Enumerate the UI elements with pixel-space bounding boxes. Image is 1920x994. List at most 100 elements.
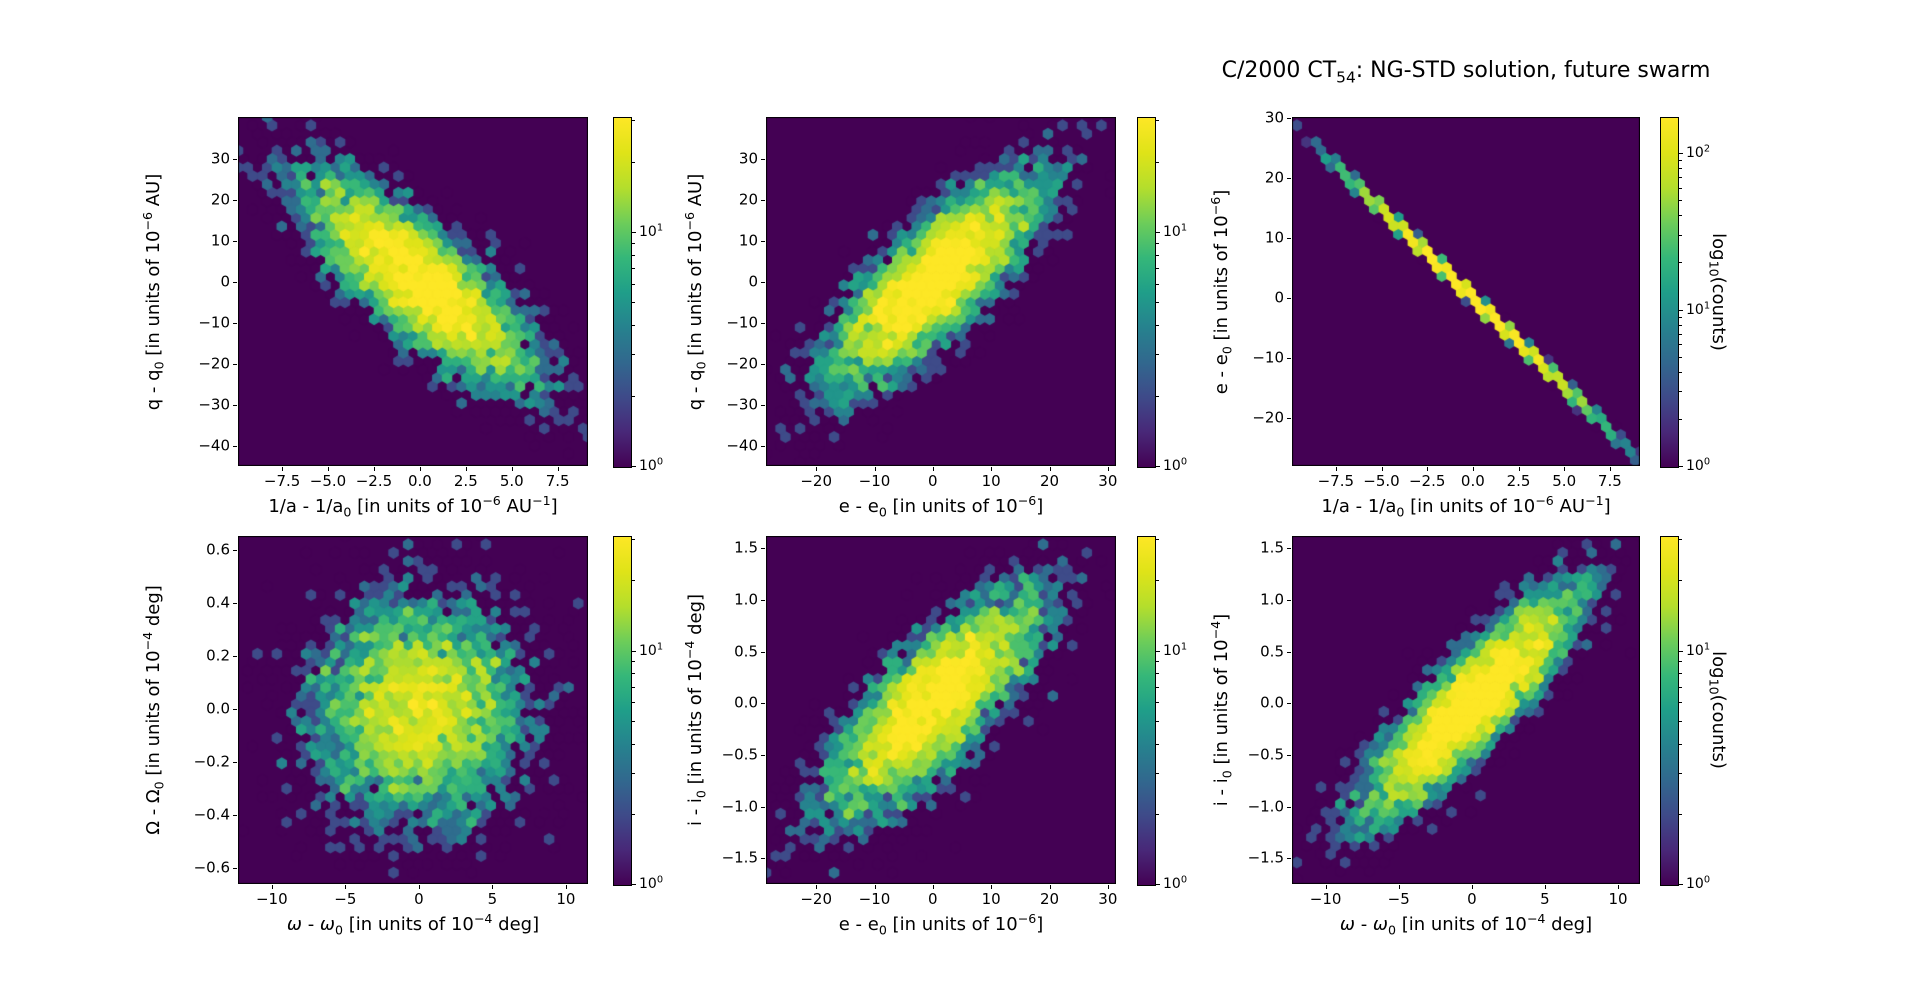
y-tick-mark-bottom-left xyxy=(233,815,237,817)
colorbar-minor-tick-top-right xyxy=(1679,262,1682,264)
x-tick-label-top-left: 0.0 xyxy=(407,472,432,490)
colorbar-minor-tick-bottom-right xyxy=(1679,580,1682,582)
x-tick-label-bottom-right: −10 xyxy=(1309,890,1342,908)
x-tick-label-bottom-middle: 0 xyxy=(928,890,938,908)
y-tick-mark-bottom-right xyxy=(1287,858,1291,860)
y-tick-mark-top-left xyxy=(233,363,237,365)
x-tick-mark-top-middle xyxy=(932,467,934,471)
y-tick-label-top-left: 0 xyxy=(220,272,230,291)
colorbar-minor-tick-top-middle xyxy=(1156,120,1159,122)
y-tick-label-bottom-left: 0.4 xyxy=(206,593,230,612)
y-tick-mark-top-left xyxy=(233,445,237,447)
x-tick-mark-top-left xyxy=(419,467,421,471)
colorbar-tick-label-bottom-middle: 101 xyxy=(1163,640,1188,659)
x-tick-label-top-middle: 10 xyxy=(981,472,1001,490)
y-tick-label-top-middle: 10 xyxy=(738,231,758,250)
colorbar-minor-tick-top-right xyxy=(1679,187,1682,189)
colorbar-minor-tick-top-right xyxy=(1679,333,1682,335)
x-tick-mark-top-middle xyxy=(1049,467,1051,471)
y-tick-mark-top-middle xyxy=(761,158,765,160)
y-tick-label-bottom-left: −0.2 xyxy=(193,752,230,771)
x-tick-label-bottom-middle: 10 xyxy=(981,890,1001,908)
x-tick-label-bottom-right: −5 xyxy=(1387,890,1410,908)
colorbar-minor-tick-bottom-right xyxy=(1679,686,1682,688)
colorbar-tick-mark-bottom-middle xyxy=(1156,650,1160,652)
x-tick-label-bottom-left: 5 xyxy=(487,890,498,908)
colorbar-minor-tick-bottom-middle xyxy=(1156,673,1159,675)
y-axis-label-bottom-left: Ω - Ω0 [in units of 10−4 deg] xyxy=(140,585,167,835)
colorbar-minor-tick-top-right xyxy=(1679,160,1682,162)
y-tick-mark-top-middle xyxy=(761,322,765,324)
y-tick-mark-bottom-middle xyxy=(761,548,765,550)
colorbar-minor-tick-bottom-middle xyxy=(1156,661,1159,663)
x-tick-label-top-right: −5.0 xyxy=(1363,472,1400,490)
x-tick-label-top-left: −2.5 xyxy=(355,472,393,490)
x-tick-label-bottom-right: 5 xyxy=(1540,890,1550,908)
y-tick-label-bottom-right: 1.0 xyxy=(1260,590,1284,609)
x-tick-mark-bottom-right xyxy=(1325,885,1327,889)
y-tick-label-top-right: 0 xyxy=(1274,288,1284,307)
y-tick-mark-top-right xyxy=(1287,418,1291,420)
x-tick-label-bottom-middle: 30 xyxy=(1098,890,1118,908)
y-tick-mark-top-left xyxy=(233,158,237,160)
colorbar-tick-label-top-middle: 101 xyxy=(1163,222,1188,240)
y-tick-mark-bottom-middle xyxy=(761,806,765,808)
y-tick-mark-top-left xyxy=(233,404,237,406)
x-tick-label-top-middle: 0 xyxy=(928,472,938,490)
colorbar-tick-label-top-right: 101 xyxy=(1686,299,1711,318)
colorbar-tick-mark-bottom-middle xyxy=(1156,884,1160,885)
x-tick-label-top-right: −2.5 xyxy=(1408,472,1446,490)
colorbar-minor-tick-top-right xyxy=(1679,324,1682,326)
colorbar-minor-tick-top-middle xyxy=(1156,354,1159,356)
colorbar-tick-mark-bottom-right xyxy=(1679,650,1683,652)
y-tick-label-bottom-left: 0.2 xyxy=(206,646,230,665)
x-tick-mark-top-right xyxy=(1518,467,1520,471)
x-tick-mark-top-middle xyxy=(816,467,818,471)
colorbar-minor-tick-top-middle xyxy=(1156,268,1159,270)
x-tick-label-top-middle: 20 xyxy=(1039,472,1060,490)
y-tick-mark-bottom-left xyxy=(233,868,237,870)
y-tick-mark-top-middle xyxy=(761,240,765,242)
colorbar-bottom-left xyxy=(613,536,632,886)
x-tick-mark-top-right xyxy=(1427,467,1429,471)
colorbar-label-bottom-right: log10(counts) xyxy=(1706,651,1729,769)
hexbin-plot-bottom-middle xyxy=(766,536,1116,884)
colorbar-minor-tick-top-right xyxy=(1679,391,1682,393)
x-tick-mark-bottom-right xyxy=(1398,885,1400,889)
colorbar-minor-tick-top-left xyxy=(632,354,635,356)
y-axis-label-top-left: q - q0 [in units of 10−6 AU] xyxy=(140,173,167,410)
y-tick-mark-top-middle xyxy=(761,199,765,201)
y-tick-label-top-right: 20 xyxy=(1264,168,1284,187)
x-tick-label-top-right: 7.5 xyxy=(1597,472,1622,490)
y-tick-mark-bottom-left xyxy=(233,762,237,764)
colorbar-minor-tick-top-right xyxy=(1679,418,1682,420)
y-tick-label-top-left: 20 xyxy=(210,190,230,209)
colorbar-minor-tick-bottom-left xyxy=(632,743,635,745)
y-tick-mark-top-right xyxy=(1287,238,1291,240)
x-tick-mark-bottom-left xyxy=(565,885,567,889)
x-tick-label-bottom-left: −5 xyxy=(334,890,357,908)
y-tick-label-bottom-middle: −1.5 xyxy=(721,848,758,867)
colorbar-minor-tick-bottom-right xyxy=(1679,743,1682,745)
colorbar-minor-tick-top-left xyxy=(632,268,635,270)
colorbar-minor-tick-bottom-left xyxy=(632,580,635,582)
x-tick-mark-top-left xyxy=(557,467,559,471)
x-tick-label-top-right: −7.5 xyxy=(1317,472,1355,490)
x-tick-label-top-right: 0.0 xyxy=(1460,472,1485,490)
colorbar-tick-mark-top-middle xyxy=(1156,231,1160,233)
y-tick-mark-bottom-left xyxy=(233,550,237,552)
colorbar-minor-tick-bottom-left xyxy=(632,720,635,722)
hexbin-plot-top-right xyxy=(1292,117,1640,466)
colorbar-tick-label-top-right: 100 xyxy=(1686,456,1711,474)
colorbar-minor-tick-bottom-middle xyxy=(1156,686,1159,688)
y-tick-mark-bottom-right xyxy=(1287,600,1291,602)
colorbar-minor-tick-top-right xyxy=(1679,177,1682,179)
colorbar-minor-tick-top-middle xyxy=(1156,161,1159,163)
hexbin-plot-top-middle xyxy=(766,117,1116,466)
colorbar-minor-tick-bottom-left xyxy=(632,661,635,663)
colorbar-minor-tick-bottom-left xyxy=(632,673,635,675)
hexbin-plot-top-left xyxy=(238,117,588,466)
y-tick-mark-top-middle xyxy=(761,445,765,447)
y-tick-mark-top-left xyxy=(233,281,237,283)
colorbar-minor-tick-top-left xyxy=(632,395,635,397)
